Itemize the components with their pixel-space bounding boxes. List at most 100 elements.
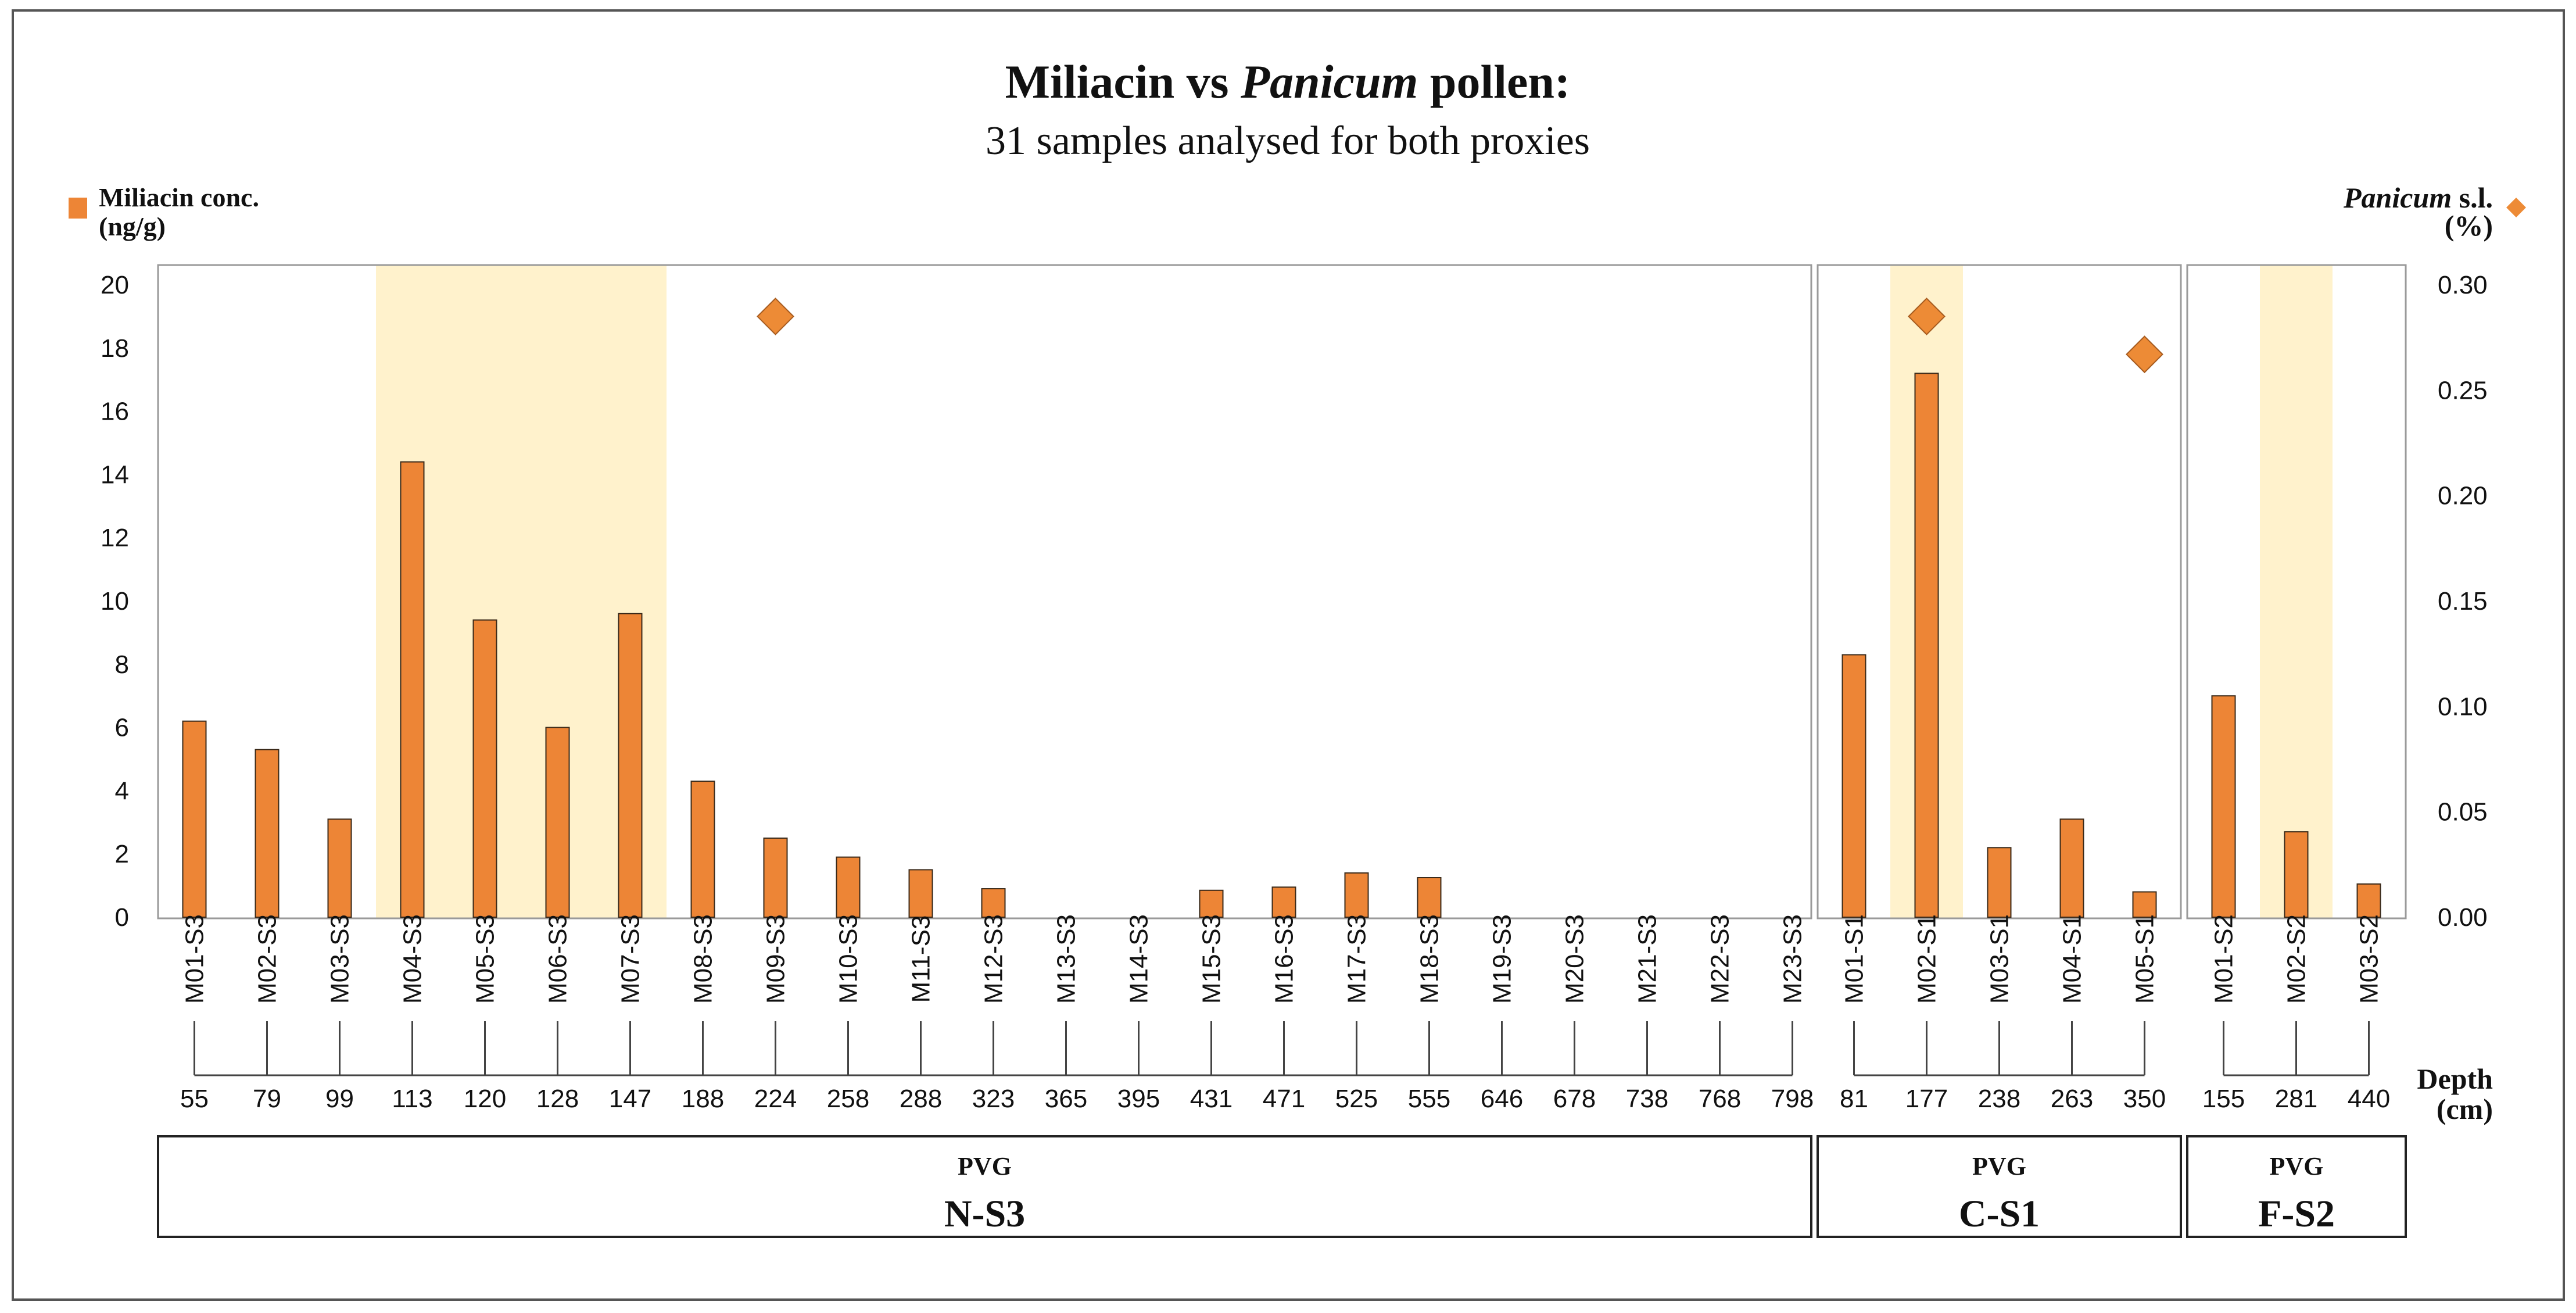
panicum-diamond	[757, 297, 794, 335]
core-label: F-S2	[2258, 1193, 2335, 1235]
left-tick-label: 16	[101, 398, 129, 426]
sample-label: M21-S3	[1633, 914, 1662, 1004]
depth-label: 365	[1045, 1085, 1087, 1113]
depth-label: 738	[1626, 1085, 1668, 1113]
chart-subtitle: 31 samples analysed for both proxies	[986, 119, 1590, 163]
left-tick-label: 12	[101, 524, 129, 552]
plot-layer: M01-S3 M02-S3 M03-S3 M04-S3 M05-S3 M06-S3 M07-…	[101, 264, 2488, 1238]
miliacin-bar	[2059, 818, 2084, 918]
chart-title: Miliacin vs Panicum pollen:	[1005, 55, 1571, 108]
depth-label: 55	[180, 1085, 209, 1113]
depth-label: 323	[972, 1085, 1015, 1113]
sample-label: M03-S3	[326, 914, 354, 1004]
depth-label: 120	[464, 1085, 506, 1113]
core-box	[2186, 1135, 2407, 1238]
left-tick-label: 20	[101, 271, 129, 299]
sample-label: M23-S3	[1779, 914, 1807, 1004]
sample-label: M02-S3	[253, 914, 282, 1004]
legend-bar-swatch	[69, 198, 87, 219]
sample-label: M11-S3	[907, 915, 936, 1003]
depth-label: 224	[754, 1085, 797, 1113]
depth-label: 258	[827, 1085, 869, 1113]
right-axis-label-line1: Panicum s.l.	[2343, 181, 2493, 214]
miliacin-bar	[908, 869, 933, 918]
sample-label: M01-S1	[1840, 914, 1869, 1004]
depth-label: 646	[1481, 1085, 1523, 1113]
right-tick-label: 0.05	[2438, 798, 2488, 827]
miliacin-bar	[981, 888, 1006, 918]
depth-label: 471	[1263, 1085, 1305, 1113]
sample-label: M06-S3	[544, 914, 572, 1004]
miliacin-bar	[836, 856, 861, 918]
sample-label: M01-S2	[2210, 914, 2238, 1004]
depth-label: 678	[1553, 1085, 1596, 1113]
sample-label: M09-S3	[762, 914, 790, 1004]
left-tick-label: 0	[115, 903, 129, 932]
depth-label: 81	[1840, 1085, 1868, 1113]
site-label: PVG	[1972, 1152, 2026, 1180]
miliacin-bar	[400, 461, 425, 918]
sample-label: M05-S3	[471, 914, 500, 1004]
sample-label: M01-S3	[181, 914, 209, 1004]
depth-label-line1: Depth	[2417, 1062, 2493, 1095]
sample-label: M02-S2	[2283, 914, 2311, 1004]
left-tick-label: 4	[115, 777, 129, 805]
sample-label: M08-S3	[689, 914, 718, 1004]
depth-label: 431	[1190, 1085, 1233, 1113]
depth-label: 155	[2202, 1085, 2245, 1113]
sample-label: M04-S3	[399, 914, 427, 1004]
sample-label: M13-S3	[1052, 914, 1081, 1004]
sample-label: M18-S3	[1416, 914, 1444, 1004]
plot-frame	[157, 264, 1812, 920]
legend-diamond-swatch	[2506, 198, 2526, 217]
depth-label-line2: (cm)	[2437, 1093, 2493, 1125]
panicum-diamond	[1908, 297, 1946, 335]
depth-label: 263	[2051, 1085, 2093, 1113]
miliacin-bar	[545, 727, 570, 918]
site-label: PVG	[958, 1152, 1012, 1180]
core-box	[1817, 1135, 2182, 1238]
depth-label: 238	[1978, 1085, 2020, 1113]
left-tick-label: 2	[115, 840, 129, 868]
left-tick-label: 8	[115, 650, 129, 679]
plot-frame	[1817, 264, 2182, 920]
panicum-diamond	[2126, 335, 2163, 374]
miliacin-bar	[618, 613, 643, 918]
depth-label: 798	[1771, 1085, 1814, 1113]
sample-label: M05-S1	[2131, 914, 2159, 1004]
depth-label: 188	[682, 1085, 724, 1113]
depth-label: 395	[1117, 1085, 1160, 1113]
miliacin-bar	[1987, 847, 2012, 918]
sample-label: M15-S3	[1198, 914, 1226, 1004]
depth-label: 79	[253, 1085, 281, 1113]
left-tick-label: 18	[101, 334, 129, 363]
miliacin-bar	[2356, 883, 2381, 918]
sample-label: M17-S3	[1343, 914, 1371, 1004]
sample-label: M02-S1	[1913, 914, 1941, 1004]
highlight-band	[2260, 265, 2333, 918]
sample-label: M04-S1	[2058, 914, 2087, 1004]
miliacin-bar	[1914, 373, 1939, 918]
miliacin-bar	[182, 720, 207, 918]
left-tick-label: 14	[101, 460, 129, 489]
sample-label: M22-S3	[1706, 914, 1735, 1004]
miliacin-bar	[1417, 877, 1442, 918]
depth-label: 128	[536, 1085, 579, 1113]
miliacin-bar	[690, 781, 715, 918]
core-label: C-S1	[1959, 1193, 2040, 1235]
depth-label: 350	[2123, 1085, 2166, 1113]
miliacin-bar	[2132, 891, 2157, 918]
core-label: N-S3	[944, 1193, 1025, 1235]
left-tick-label: 10	[101, 587, 129, 616]
depth-label: 113	[392, 1085, 432, 1113]
miliacin-bar	[1841, 654, 1866, 918]
sample-label: M10-S3	[834, 914, 863, 1004]
sample-label: M03-S2	[2355, 914, 2384, 1004]
miliacin-bar	[1344, 872, 1369, 918]
depth-label: 440	[2348, 1085, 2390, 1113]
right-tick-label: 0.00	[2438, 903, 2488, 932]
sample-label: M19-S3	[1488, 914, 1517, 1004]
sample-label: M16-S3	[1270, 914, 1299, 1004]
miliacin-bar	[1199, 889, 1224, 918]
depth-label: 147	[609, 1085, 651, 1113]
